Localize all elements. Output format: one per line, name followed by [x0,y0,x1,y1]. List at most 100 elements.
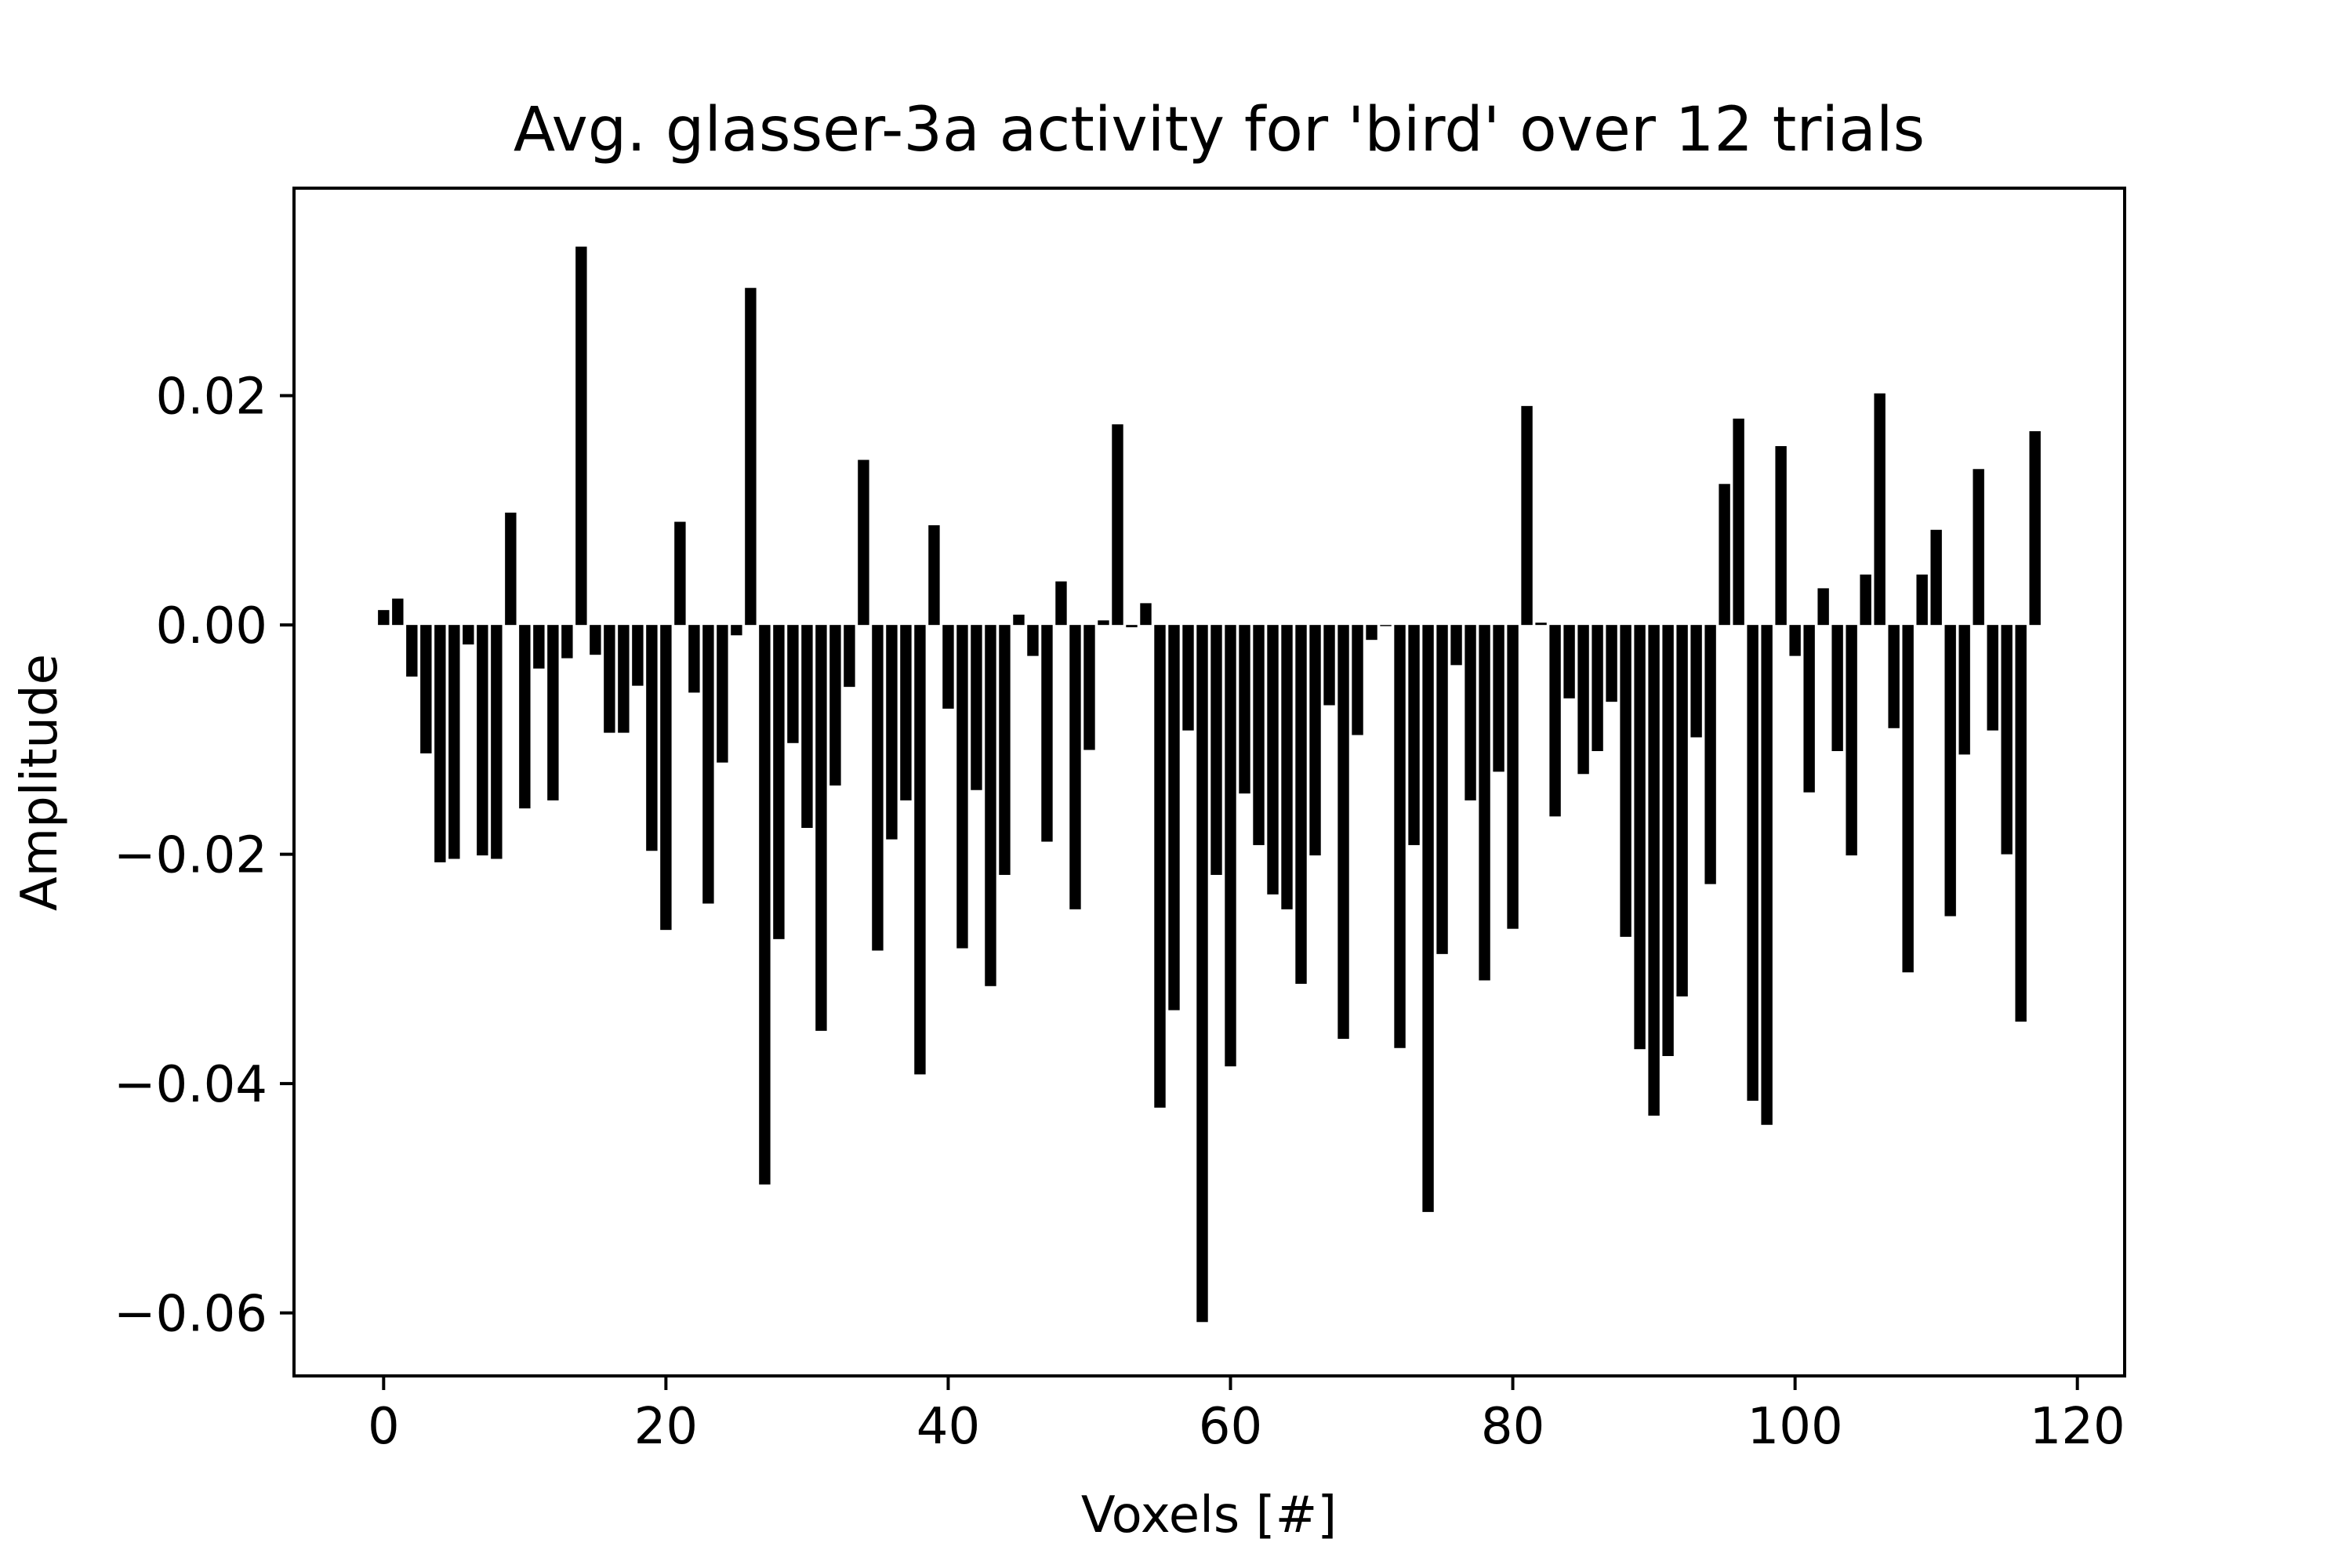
bar [1309,625,1321,856]
bar [533,625,545,669]
bar [1789,625,1801,656]
bar [1027,625,1039,656]
x-tick-label: 20 [634,1398,698,1456]
bar [1888,625,1900,728]
bar [463,625,474,645]
x-tick-label: 80 [1481,1398,1544,1456]
bar [773,625,785,939]
bar [434,625,446,862]
bar [1013,614,1025,626]
y-axis: −0.06 −0.04 −0.02 0.00 0.02 [114,368,294,1344]
bar [942,625,954,709]
bar-group [378,246,2041,1323]
bar [1592,625,1603,752]
x-tick-label: 0 [368,1398,400,1456]
bar [1126,625,1138,628]
bar [2001,625,2013,855]
bar [844,625,855,688]
bar [1662,625,1674,1057]
bar [1436,625,1448,954]
bar [491,625,503,859]
bar [886,625,898,840]
bar [1450,625,1462,666]
bar [971,625,982,790]
bar [561,625,573,659]
bar [1577,625,1589,775]
bar [1112,424,1123,626]
bar [1408,625,1420,845]
bar [1352,625,1363,735]
y-tick-label: −0.06 [114,1286,267,1344]
x-axis: 0 20 40 60 80 100 120 [368,1376,2125,1456]
bar [731,625,742,636]
bar [1041,625,1053,842]
bar [1281,625,1293,909]
bar [1930,529,1942,626]
bar [1394,625,1406,1048]
bar [1239,625,1250,794]
bar [1634,625,1646,1050]
bar [914,625,926,1075]
bar [618,625,630,733]
bar [1140,603,1152,626]
bar [1817,588,1829,626]
bar [815,625,827,1031]
bar [829,625,841,786]
bar [420,625,432,753]
bar [604,625,615,733]
bar [632,625,644,686]
bar [759,625,771,1185]
bar [1563,625,1575,699]
bar [1267,625,1279,895]
bar [1676,625,1688,996]
x-tick-label: 120 [2030,1398,2125,1456]
bar [1366,625,1377,641]
y-tick-label: 0.02 [156,368,268,426]
bar [1860,574,1871,626]
bar [956,625,968,949]
y-axis-label: Amplitude [11,654,69,911]
bar [1253,625,1265,845]
bar [1196,625,1208,1323]
bar [392,598,404,626]
bar [1775,446,1787,626]
bar [1944,625,1956,916]
bar [1549,625,1561,817]
bar [378,610,390,626]
bar [1690,625,1702,738]
bar [858,459,869,626]
x-tick-label: 60 [1199,1398,1262,1456]
bar [1295,625,1307,984]
bar [1958,625,1970,755]
bar [1719,484,1730,626]
bar [1323,625,1335,706]
bar [1916,574,1928,626]
bar [928,524,940,626]
bar [1098,620,1109,626]
bar [1465,625,1476,800]
plot-frame [292,187,2126,1377]
bar [505,512,517,626]
bar [745,288,757,626]
bar [801,625,813,828]
bar [1521,405,1533,626]
bar [1648,625,1660,1116]
x-tick-label: 40 [916,1398,980,1456]
bar [1493,625,1504,772]
bar [2029,431,2041,626]
bar [1831,625,1843,752]
bar [717,625,728,763]
chart-title: Avg. glasser-3a activity for 'bird' over… [514,95,1925,165]
bar [688,625,700,693]
bar [1182,625,1194,731]
x-tick-label: 100 [1748,1398,1843,1456]
bar [448,625,460,859]
bar [1154,625,1166,1108]
bar [477,625,488,856]
bar [660,625,672,931]
bar [985,625,996,986]
bar [1225,625,1236,1067]
x-axis-label: Voxels [#] [1081,1486,1337,1544]
y-tick-label: 0.00 [156,597,268,655]
